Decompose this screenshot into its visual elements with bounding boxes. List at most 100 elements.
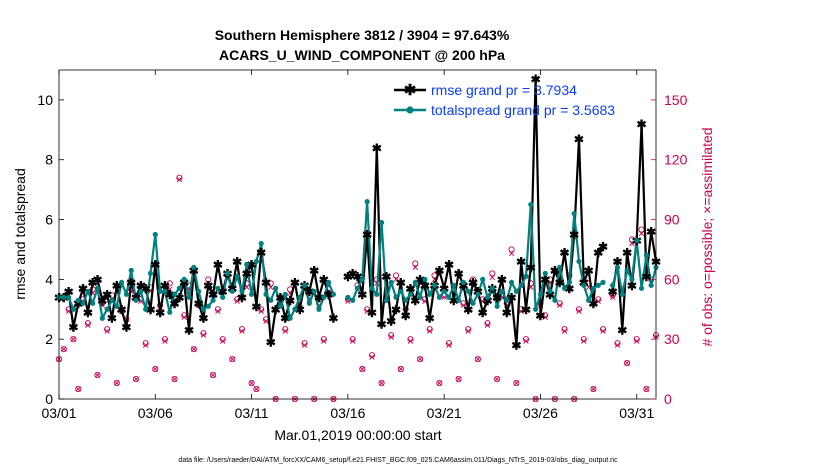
obs-assimilated-point (412, 264, 418, 271)
totalspread-point (412, 279, 418, 285)
totalspread-point (258, 240, 264, 247)
obs-possible-point (205, 276, 212, 283)
totalspread-point (643, 252, 649, 259)
totalspread-point (364, 199, 370, 205)
totalspread-point (90, 300, 96, 306)
legend: ✱ rmse grand pr = 3.7934 totalspread gra… (394, 82, 615, 118)
obs-assimilated-point (513, 380, 520, 386)
obs-possible-point (455, 376, 462, 383)
totalspread-point (369, 285, 375, 291)
totalspread-point (248, 291, 255, 297)
rmse-point: ✱ (218, 285, 228, 299)
obs-assimilated-point (436, 380, 443, 386)
rmse-point: ✱ (208, 288, 218, 302)
rmse-point: ✱ (574, 132, 584, 146)
totalspread-point (229, 288, 235, 294)
series-lines: ✱✱✱✱✱✱✱✱✱✱✱✱✱✱ ✱✱✱✱✱✱✱✱✱✱✱✱✱✱✱✱✱✱✱✱✱✱✱✱✱✱… (54, 72, 661, 352)
totalspread-point (70, 306, 77, 312)
obs-possible-point (643, 385, 650, 393)
rmse-point: ✱ (637, 117, 647, 131)
totalspread-point (273, 285, 279, 291)
totalspread-point (557, 264, 563, 270)
rmse-point: ✱ (608, 285, 618, 299)
rmse-point: ✱ (482, 294, 492, 308)
obs-assimilated-point (75, 386, 81, 392)
rmse-point: ✱ (564, 282, 574, 296)
rmse-point: ✱ (170, 297, 180, 311)
obs-possible-point (171, 376, 178, 383)
totalspread-point (239, 288, 245, 294)
totalspread-point (566, 279, 572, 285)
totalspread-point (350, 297, 356, 303)
rmse-point: ✱ (396, 276, 406, 290)
rmse-point: ✱ (559, 246, 569, 260)
rmse-point: ✱ (155, 306, 165, 320)
rmse-point: ✱ (458, 279, 468, 293)
obs-assimilated-point (142, 342, 149, 348)
totalspread-point (422, 276, 428, 282)
obs-assimilated-point (523, 338, 529, 344)
totalspread-point (624, 267, 630, 273)
totalspread-point (321, 294, 327, 300)
obs-assimilated-point (263, 318, 269, 324)
totalspread-point (513, 288, 519, 294)
obs-possible-point (166, 280, 173, 287)
rmse-point: ✱ (78, 282, 88, 296)
rmse-point: ✱ (165, 288, 175, 302)
totalspread-point (171, 291, 178, 297)
totalspread-point (480, 276, 486, 282)
rmse-point: ✱ (68, 321, 78, 335)
obs-assimilated-point (321, 338, 327, 344)
rmse-point: ✱ (540, 273, 550, 287)
obs-possible-point (392, 272, 400, 279)
totalspread-point (590, 285, 597, 291)
obs-possible-point (494, 376, 501, 383)
totalspread-point (638, 285, 645, 291)
obs-assimilated-point (595, 298, 601, 305)
y-right-tick-label: 60 (664, 271, 680, 287)
rmse-point: ✱ (531, 72, 541, 86)
totalspread-point (224, 270, 231, 276)
obs-assimilated-point (104, 328, 110, 334)
rmse-point: ✱ (415, 273, 425, 287)
rmse-point: ✱ (449, 294, 459, 308)
x-tick-label: 03/11 (235, 405, 269, 421)
rmse-point: ✱ (478, 306, 488, 320)
rmse-point: ✱ (112, 279, 122, 293)
rmse-point: ✱ (372, 141, 382, 155)
totalspread-line (59, 233, 335, 320)
obs-assimilated-point (494, 376, 500, 382)
obs-assimilated-point (638, 230, 645, 237)
obs-assimilated-point (426, 328, 433, 334)
totalspread-point (383, 297, 389, 303)
totalspread-point (354, 285, 361, 291)
totalspread-point (595, 282, 601, 288)
rmse-point: ✱ (261, 276, 271, 290)
totalspread-point (610, 282, 616, 288)
totalspread-point (109, 297, 115, 303)
totalspread-point (629, 276, 635, 282)
legend-rmse-marker: ✱ (404, 82, 417, 99)
obs-assimilated-point (518, 308, 524, 314)
obs-assimilated-point (446, 342, 452, 348)
totalspread-point (528, 201, 534, 208)
rmse-point: ✱ (444, 258, 454, 272)
totalspread-point (576, 258, 582, 265)
rmse-point: ✱ (160, 279, 170, 293)
rmse-point: ✱ (251, 300, 261, 314)
rmse-point: ✱ (622, 246, 632, 260)
rmse-point: ✱ (588, 297, 598, 311)
x-tick-label: 03/31 (619, 405, 654, 421)
obs-possible-point (359, 366, 366, 373)
rmse-point: ✱ (526, 261, 536, 275)
totalspread-point (441, 288, 447, 294)
obs-assimilated-point (61, 346, 67, 352)
totalspread-point (484, 294, 491, 300)
totalspread-point (378, 219, 385, 226)
totalspread-point (451, 282, 457, 288)
obs-assimilated-point (152, 366, 159, 372)
rmse-point: ✱ (97, 294, 107, 308)
totalspread-point (157, 288, 163, 294)
rmse-point: ✱ (497, 273, 507, 287)
